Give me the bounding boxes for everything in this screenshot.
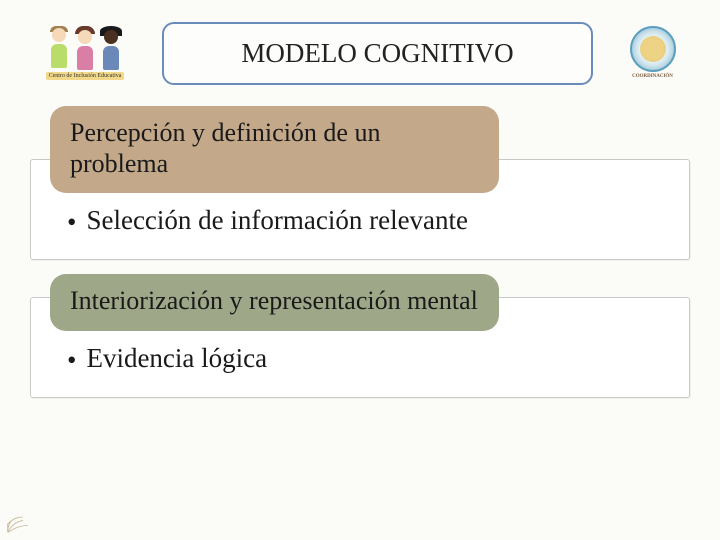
block-1: Percepción y definición de un problema •… [30,106,690,260]
corner-decoration-icon [6,500,40,534]
logo-left-caption: Centro de Inclusión Educativa [46,72,125,80]
bullet-icon: • [67,344,76,377]
block-2: Interiorización y representación mental … [30,274,690,398]
logo-right-caption: COORDINACIÓN [632,74,673,80]
seal-icon [630,26,676,72]
block-1-header: Percepción y definición de un problema [50,106,499,193]
block-1-bullet-text: Selección de información relevante [86,204,468,237]
bullet-icon: • [67,206,76,239]
logo-left: Centro de Inclusión Educativa [20,18,150,88]
block-2-header: Interiorización y representación mental [50,274,499,331]
page-title: MODELO COGNITIVO [162,22,593,85]
block-2-bullet-text: Evidencia lógica [86,342,267,375]
logo-right: COORDINACIÓN [605,18,700,88]
children-figures-icon [47,26,123,70]
content-area: Percepción y definición de un problema •… [0,98,720,432]
